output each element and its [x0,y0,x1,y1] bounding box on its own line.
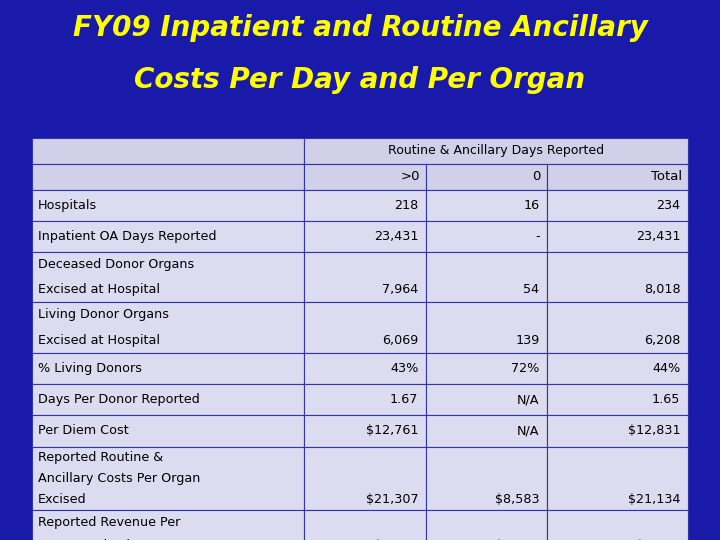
Text: N/A: N/A [517,393,539,406]
Text: 1.67: 1.67 [390,393,418,406]
Text: N/A: N/A [517,424,539,437]
Text: 0: 0 [533,170,541,183]
Text: Inpatient OA Days Reported: Inpatient OA Days Reported [38,230,217,243]
Text: -: - [535,230,539,243]
Text: Excised at Hospital: Excised at Hospital [38,284,160,296]
Text: Excised at Hospital: Excised at Hospital [38,334,160,347]
Text: Organ Excised: Organ Excised [38,539,130,540]
Text: 54: 54 [523,284,539,296]
Text: Ancillary Costs Per Organ: Ancillary Costs Per Organ [38,472,201,485]
Text: 1.65: 1.65 [652,393,680,406]
Text: Routine & Ancillary Days Reported: Routine & Ancillary Days Reported [388,144,604,157]
Text: FY09 Inpatient and Routine Ancillary: FY09 Inpatient and Routine Ancillary [73,14,647,42]
Text: Hospitals: Hospitals [38,199,97,212]
Text: >0: >0 [400,170,420,183]
Text: $21,307: $21,307 [366,493,418,506]
Text: $8,583: $8,583 [495,493,539,506]
Text: 139: 139 [516,334,539,347]
Text: $2,941: $2,941 [636,539,680,540]
Text: $12,831: $12,831 [628,424,680,437]
Text: 6,069: 6,069 [382,334,418,347]
Text: Per Diem Cost: Per Diem Cost [38,424,129,437]
Text: Reported Revenue Per: Reported Revenue Per [38,516,181,529]
Text: 218: 218 [394,199,418,212]
Text: $2,964: $2,964 [374,539,418,540]
Text: $12,761: $12,761 [366,424,418,437]
Text: Reported Routine &: Reported Routine & [38,451,163,464]
Text: 16: 16 [523,199,539,212]
Text: 72%: 72% [511,362,539,375]
Text: $21,134: $21,134 [628,493,680,506]
Text: Costs Per Day and Per Organ: Costs Per Day and Per Organ [135,66,585,94]
Text: 6,208: 6,208 [644,334,680,347]
Text: Total: Total [651,170,682,183]
Text: 23,431: 23,431 [374,230,418,243]
Text: % Living Donors: % Living Donors [38,362,142,375]
Text: 7,964: 7,964 [382,284,418,296]
Text: 8,018: 8,018 [644,284,680,296]
Text: $1,268: $1,268 [495,539,539,540]
Text: 23,431: 23,431 [636,230,680,243]
Text: Excised: Excised [38,493,87,506]
Text: 43%: 43% [390,362,418,375]
Text: Deceased Donor Organs: Deceased Donor Organs [38,258,194,271]
Text: 234: 234 [656,199,680,212]
Text: Days Per Donor Reported: Days Per Donor Reported [38,393,200,406]
Text: Living Donor Organs: Living Donor Organs [38,308,169,321]
Text: 44%: 44% [652,362,680,375]
